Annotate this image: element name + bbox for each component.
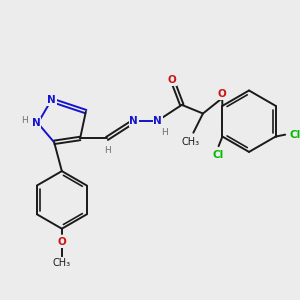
Text: O: O — [218, 89, 226, 99]
Text: O: O — [168, 75, 177, 85]
Text: Cl: Cl — [289, 130, 300, 140]
Text: CH₃: CH₃ — [182, 137, 200, 147]
Text: N: N — [130, 116, 138, 126]
Text: N: N — [47, 95, 56, 105]
Text: N: N — [32, 118, 40, 128]
Text: O: O — [58, 237, 66, 247]
Text: Cl: Cl — [212, 150, 223, 160]
Text: CH₃: CH₃ — [53, 258, 71, 268]
Text: N: N — [154, 116, 162, 126]
Text: H: H — [105, 146, 111, 154]
Text: H: H — [161, 128, 168, 137]
Text: H: H — [21, 116, 28, 125]
